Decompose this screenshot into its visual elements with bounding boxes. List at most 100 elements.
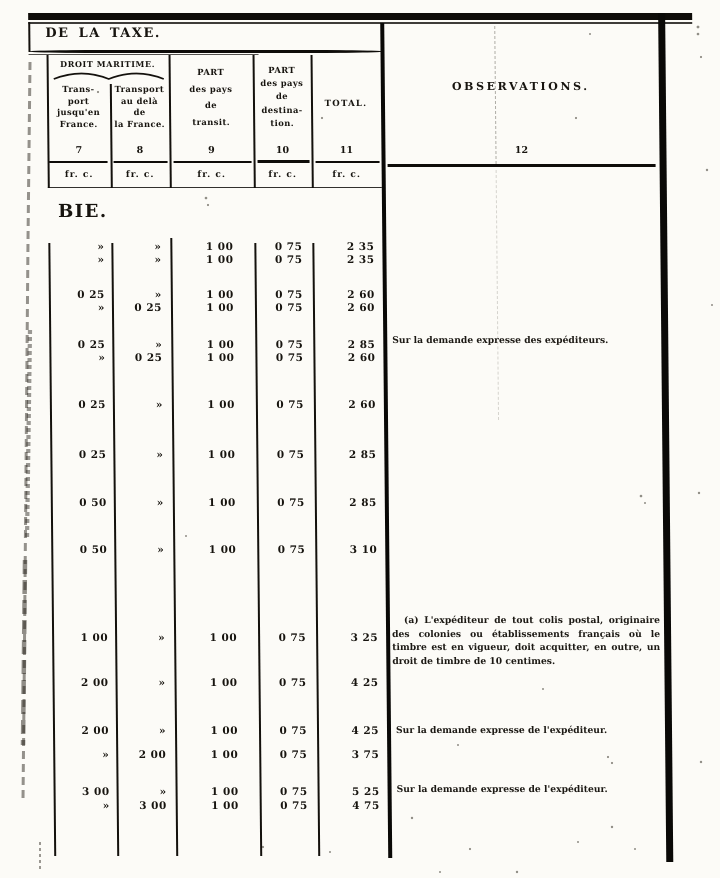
unit-label: fr. c. bbox=[268, 170, 298, 180]
cell-part-destination: 0 75 bbox=[278, 677, 307, 689]
cell-part-transit: 1 00 bbox=[205, 254, 234, 266]
cell-transport-france: 0 50 bbox=[79, 544, 108, 556]
cell-transport-audela: » bbox=[158, 725, 167, 737]
cell-total: 2 60 bbox=[347, 352, 376, 364]
top-border-subrule bbox=[28, 22, 693, 24]
cell-part-transit: 1 00 bbox=[210, 749, 239, 761]
cell-total: 2 60 bbox=[347, 302, 376, 314]
header-bottom-rule bbox=[47, 187, 382, 189]
cell-part-destination: 0 75 bbox=[277, 497, 305, 509]
cell-part-destination: 0 75 bbox=[274, 241, 303, 253]
cell-transport-audela: » bbox=[154, 241, 162, 253]
cell-transport-audela: » bbox=[158, 632, 166, 644]
cell-part-transit: 1 00 bbox=[207, 449, 236, 461]
cell-part-destination: 0 75 bbox=[279, 725, 308, 737]
title-underline-echo bbox=[28, 53, 259, 55]
column-number: 8 bbox=[136, 145, 144, 156]
cell-part-transit: 1 00 bbox=[206, 339, 235, 351]
cell-transport-audela: 2 00 bbox=[138, 749, 167, 761]
section-heading: BIE. bbox=[57, 201, 108, 222]
cell-total: 2 60 bbox=[347, 289, 375, 301]
cell-total: 2 35 bbox=[346, 241, 375, 253]
cell-transport-france: 2 00 bbox=[81, 725, 110, 737]
cell-transport-france: » bbox=[97, 254, 105, 266]
column-header-observations: OBSERVATIONS. bbox=[451, 80, 590, 93]
column-header-part-destination: PART des pays de destina- tion. bbox=[260, 65, 304, 128]
cell-transport-audela: » bbox=[154, 254, 162, 266]
observation-note: Sur la demande expresse des expéditeurs. bbox=[392, 335, 609, 346]
cell-transport-audela: » bbox=[154, 289, 162, 301]
cell-part-destination: 0 75 bbox=[279, 786, 308, 798]
cell-part-destination: 0 75 bbox=[275, 302, 304, 314]
cell-part-destination: 0 75 bbox=[277, 544, 306, 556]
cell-part-transit: 1 00 bbox=[208, 544, 237, 556]
cell-part-transit: 1 00 bbox=[206, 289, 234, 301]
column-number-rule bbox=[315, 161, 380, 164]
unit-label: fr. c. bbox=[197, 170, 227, 180]
column-number: 10 bbox=[275, 145, 290, 156]
cell-part-destination: 0 75 bbox=[275, 289, 303, 301]
cell-part-transit: 1 00 bbox=[205, 241, 234, 253]
cell-part-transit: 1 00 bbox=[206, 352, 235, 364]
group-header-droit-maritime: DROIT MARITIME. bbox=[60, 59, 156, 69]
cell-part-destination: 0 75 bbox=[279, 749, 308, 761]
unit-label: fr. c. bbox=[125, 170, 155, 180]
column-number: 12 bbox=[514, 145, 529, 156]
cell-transport-france: » bbox=[102, 749, 110, 761]
paper-crease bbox=[495, 170, 500, 420]
cell-part-transit: 1 00 bbox=[211, 800, 239, 812]
cell-total: 4 75 bbox=[352, 800, 380, 812]
column-number-rule bbox=[173, 161, 252, 164]
cell-total: 2 60 bbox=[348, 399, 376, 411]
cell-transport-france: 0 25 bbox=[77, 289, 105, 301]
cell-part-destination: 0 75 bbox=[278, 632, 307, 644]
cell-transport-france: 3 00 bbox=[81, 786, 110, 798]
cell-transport-audela: » bbox=[157, 544, 165, 556]
cell-part-transit: 1 00 bbox=[210, 725, 239, 737]
cell-transport-audela: » bbox=[156, 449, 164, 461]
cell-transport-france: 0 25 bbox=[77, 339, 106, 351]
cell-transport-audela: 3 00 bbox=[139, 800, 167, 812]
cell-part-destination: 0 75 bbox=[280, 800, 308, 812]
page-title: DE LA TAXE. bbox=[45, 26, 161, 41]
cell-part-transit: 1 00 bbox=[209, 677, 238, 689]
cell-total: 3 10 bbox=[349, 544, 378, 556]
column-number: 11 bbox=[339, 145, 354, 156]
cell-transport-france: 0 50 bbox=[79, 497, 107, 509]
cell-transport-audela: » bbox=[158, 677, 166, 689]
column-number: 9 bbox=[208, 145, 215, 156]
cell-transport-france: 1 00 bbox=[80, 632, 109, 644]
cell-part-destination: 0 75 bbox=[275, 352, 304, 364]
column-number-rule bbox=[49, 161, 108, 164]
cell-part-transit: 1 00 bbox=[208, 497, 236, 509]
cell-transport-france: » bbox=[97, 241, 105, 253]
cell-transport-audela: » bbox=[155, 339, 163, 351]
column-number-rule bbox=[113, 161, 168, 164]
column-number: 7 bbox=[75, 145, 83, 156]
cell-transport-france: 2 00 bbox=[80, 677, 109, 689]
cell-transport-audela: » bbox=[155, 399, 163, 411]
observation-footnote-a: (a) L'expéditeur de tout colis postal, o… bbox=[392, 615, 661, 667]
cell-total: 5 25 bbox=[351, 786, 380, 798]
cell-total: 2 85 bbox=[347, 339, 376, 351]
cell-part-transit: 1 00 bbox=[209, 632, 238, 644]
cell-total: 3 25 bbox=[350, 632, 379, 644]
cell-part-destination: 0 75 bbox=[276, 399, 304, 411]
cell-total: 2 85 bbox=[349, 497, 377, 509]
column-number-rule bbox=[257, 160, 310, 163]
unit-label: fr. c. bbox=[332, 170, 362, 180]
paper-crease bbox=[494, 26, 497, 164]
column-header-part-transit: PART des pays de transit. bbox=[189, 67, 233, 127]
cell-transport-france: 0 25 bbox=[78, 449, 107, 461]
observations-number-rule bbox=[387, 163, 656, 168]
column-header-transport-france: Trans- port jusqu'en France. bbox=[57, 84, 101, 129]
cell-total: 2 85 bbox=[348, 449, 377, 461]
cell-total: 4 25 bbox=[350, 677, 379, 689]
cell-transport-audela: » bbox=[159, 786, 167, 798]
top-border-rule bbox=[28, 13, 693, 20]
observation-note: Sur la demande expresse de l'expéditeur. bbox=[395, 725, 608, 736]
cell-total: 3 75 bbox=[351, 749, 380, 761]
cell-transport-audela: » bbox=[156, 497, 164, 509]
